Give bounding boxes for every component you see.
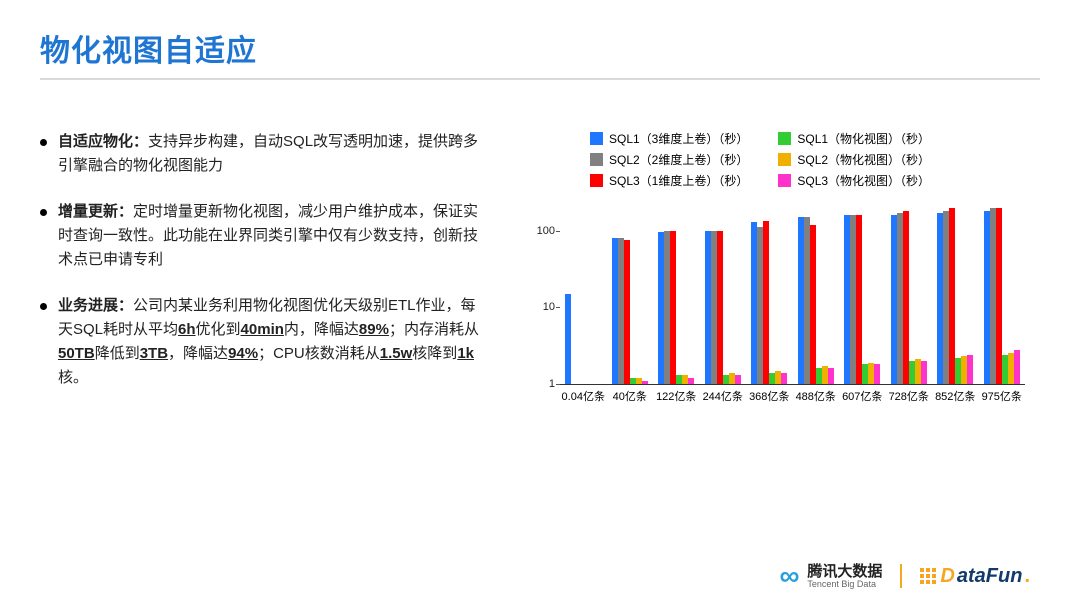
- legend-swatch: [590, 153, 603, 166]
- title-underline: [40, 78, 1040, 80]
- legend-label: SQL2（2维度上卷）（秒）: [609, 151, 748, 168]
- chart-x-labels: 0.04亿条40亿条122亿条244亿条368亿条488亿条607亿条728亿条…: [560, 388, 1025, 404]
- bar: [810, 225, 816, 384]
- x-tick-label: 607亿条: [839, 388, 886, 404]
- y-tick-mark: [556, 231, 560, 232]
- bar: [781, 373, 787, 384]
- tencent-logo: ∞ 腾讯大数据 Tencent Big Data: [779, 562, 882, 590]
- chart-plot-area: 110100: [560, 194, 1025, 385]
- x-tick-label: 488亿条: [793, 388, 840, 404]
- bar: [763, 221, 769, 384]
- bar-group: [979, 208, 1026, 384]
- legend-swatch: [590, 174, 603, 187]
- bar-group: [653, 231, 700, 384]
- y-tick-label: 10: [530, 301, 555, 313]
- legend-item: SQL2（物化视图）（秒）: [778, 151, 936, 168]
- bar-group: [560, 294, 607, 384]
- legend-item: SQL3（物化视图）（秒）: [778, 172, 936, 189]
- y-tick-label: 1: [530, 378, 555, 390]
- bar: [874, 364, 880, 384]
- legend-item: SQL2（2维度上卷）（秒）: [590, 151, 748, 168]
- bullet-head: 增量更新：: [58, 203, 133, 220]
- chart-column: SQL1（3维度上卷）（秒） SQL1（物化视图）（秒） SQL2（2维度上卷）（秒…: [520, 130, 1040, 430]
- x-tick-label: 40亿条: [607, 388, 654, 404]
- y-tick-mark: [556, 384, 560, 385]
- bullet-item: 自适应物化：支持异步构建，自动SQL改写透明加速，提供跨多引擎融合的物化视图能力: [40, 130, 490, 178]
- legend-label: SQL3（物化视图）（秒）: [797, 172, 930, 189]
- brand1-line2: Tencent Big Data: [807, 579, 882, 589]
- legend-swatch: [778, 132, 791, 145]
- bar-group: [700, 231, 747, 384]
- bullet-head: 业务进展：: [58, 297, 133, 314]
- y-tick-label: 100: [530, 225, 555, 237]
- bullet-list: 自适应物化：支持异步构建，自动SQL改写透明加速，提供跨多引擎融合的物化视图能力…: [40, 130, 490, 390]
- tencent-text-block: 腾讯大数据 Tencent Big Data: [807, 564, 882, 589]
- bar: [921, 361, 927, 384]
- bullet-item: 增量更新：定时增量更新物化视图，减少用户维护成本，保证实时查询一致性。此功能在业…: [40, 200, 490, 272]
- bar: [828, 368, 834, 384]
- content-row: 自适应物化：支持异步构建，自动SQL改写透明加速，提供跨多引擎融合的物化视图能力…: [40, 130, 1040, 430]
- bar-group: [746, 221, 793, 384]
- legend-item: SQL1（3维度上卷）（秒）: [590, 130, 748, 147]
- text-column: 自适应物化：支持异步构建，自动SQL改写透明加速，提供跨多引擎融合的物化视图能力…: [40, 130, 490, 430]
- x-tick-label: 368亿条: [746, 388, 793, 404]
- bar: [856, 215, 862, 384]
- footer: ∞ 腾讯大数据 Tencent Big Data DataFun.: [779, 562, 1030, 590]
- brand1-line1: 腾讯大数据: [807, 564, 882, 579]
- datafun-logo: DataFun.: [920, 565, 1030, 588]
- legend-label: SQL1（物化视图）（秒）: [797, 130, 930, 147]
- bar-group: [839, 215, 886, 384]
- slide: 物化视图自适应 自适应物化：支持异步构建，自动SQL改写透明加速，提供跨多引擎融…: [0, 0, 1080, 608]
- slide-title: 物化视图自适应: [40, 26, 1040, 70]
- x-tick-label: 0.04亿条: [560, 388, 607, 404]
- datafun-grid-icon: [920, 568, 936, 584]
- bar-chart: SQL1（3维度上卷）（秒） SQL1（物化视图）（秒） SQL2（2维度上卷）（秒…: [520, 130, 1040, 430]
- chart-legend: SQL1（3维度上卷）（秒） SQL1（物化视图）（秒） SQL2（2维度上卷）（秒…: [590, 130, 937, 189]
- bar: [565, 294, 571, 384]
- x-tick-label: 244亿条: [700, 388, 747, 404]
- bar: [967, 355, 973, 384]
- x-tick-label: 975亿条: [979, 388, 1026, 404]
- footer-divider: [900, 564, 902, 588]
- legend-item: SQL3（1维度上卷）（秒）: [590, 172, 748, 189]
- datafun-dot: .: [1024, 565, 1030, 588]
- bar: [670, 231, 676, 384]
- x-tick-label: 122亿条: [653, 388, 700, 404]
- legend-item: SQL1（物化视图）（秒）: [778, 130, 936, 147]
- x-tick-label: 728亿条: [886, 388, 933, 404]
- bar: [903, 211, 909, 384]
- bullet-head: 自适应物化：: [58, 133, 148, 150]
- legend-swatch: [778, 174, 791, 187]
- bar: [642, 381, 648, 384]
- legend-swatch: [778, 153, 791, 166]
- bar: [735, 375, 741, 384]
- datafun-rest: ataFun: [957, 565, 1023, 588]
- bar-group: [793, 217, 840, 384]
- datafun-d: D: [940, 565, 954, 588]
- bar: [624, 240, 630, 384]
- bar: [1014, 350, 1020, 384]
- bar-group: [886, 211, 933, 384]
- infinity-icon: ∞: [779, 562, 799, 590]
- legend-label: SQL3（1维度上卷）（秒）: [609, 172, 748, 189]
- legend-swatch: [590, 132, 603, 145]
- bar: [688, 378, 694, 384]
- x-tick-label: 852亿条: [932, 388, 979, 404]
- bar-group: [607, 238, 654, 384]
- bar-group: [932, 208, 979, 384]
- bullet-item: 业务进展：公司内某业务利用物化视图优化天级别ETL作业，每天SQL耗时从平均6h…: [40, 294, 490, 390]
- legend-label: SQL1（3维度上卷）（秒）: [609, 130, 748, 147]
- bar: [717, 231, 723, 384]
- legend-label: SQL2（物化视图）（秒）: [797, 151, 930, 168]
